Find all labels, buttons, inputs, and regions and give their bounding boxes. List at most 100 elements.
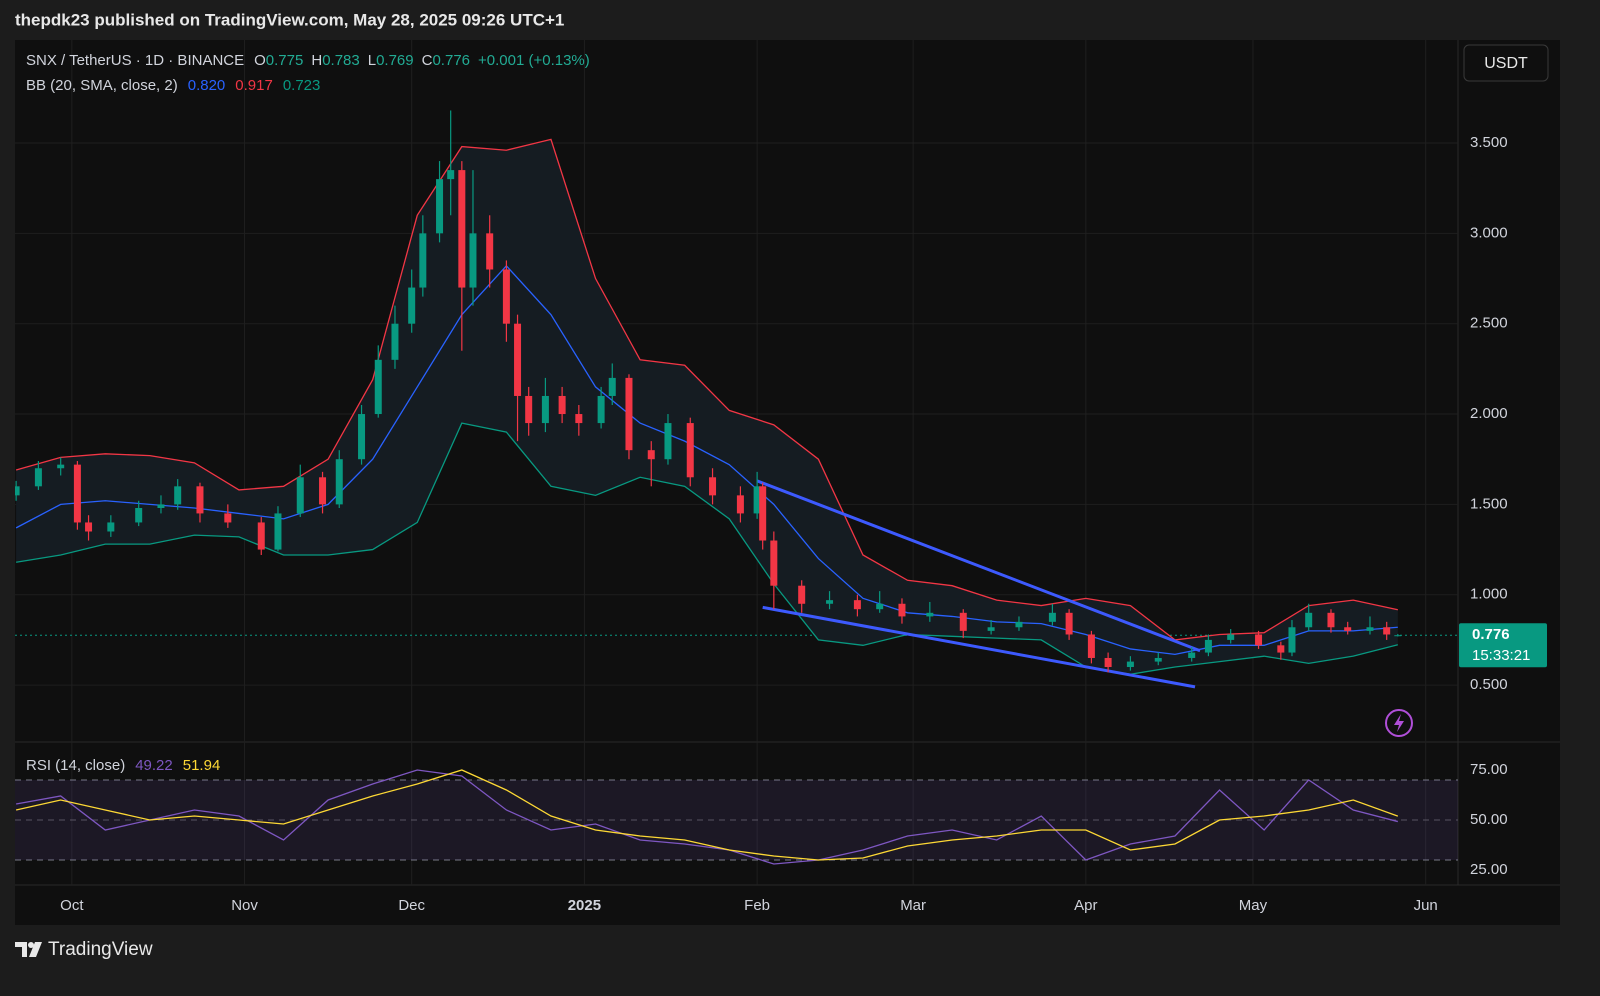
candle-body xyxy=(1126,661,1134,668)
bb-title: BB (20, SMA, close, 2) xyxy=(26,77,178,94)
bb-line xyxy=(15,264,1398,656)
candle-body xyxy=(257,522,265,550)
candle-body xyxy=(1366,627,1374,631)
icon-circle[interactable] xyxy=(1385,709,1413,737)
candle-body xyxy=(1394,635,1402,637)
y-tick-label: 2.500 xyxy=(1470,315,1508,332)
candle-body xyxy=(525,395,533,424)
candle-body xyxy=(987,627,995,631)
rsi-title: RSI (14, close) xyxy=(26,757,125,774)
y-tick-label: 1.500 xyxy=(1470,495,1508,512)
last-price-box xyxy=(1459,623,1547,668)
legend-value: 0.783 xyxy=(322,52,360,69)
candle-body xyxy=(1255,634,1263,646)
candle-body xyxy=(1327,612,1335,628)
legend-value: 0.769 xyxy=(376,52,414,69)
countdown: 15:33:21 xyxy=(1472,647,1530,664)
labels: Oct Nov Dec 2025 Feb Mar Apr May Jun 0.500 1.000 1.… xyxy=(60,134,1547,914)
publisher: thepdk23 published on TradingView.com, M… xyxy=(15,10,564,29)
last-price: 0.776 xyxy=(1472,626,1510,643)
candle-body xyxy=(558,395,566,415)
legend-letter: C xyxy=(422,52,433,69)
candle-body xyxy=(853,600,861,610)
rsi-lines xyxy=(15,769,1399,865)
lightning-icon[interactable] xyxy=(1385,709,1413,737)
y-tick-label: 2.000 xyxy=(1470,405,1508,422)
bb-line xyxy=(16,422,1398,675)
x-tick-label: Mar xyxy=(900,897,926,914)
candle-body xyxy=(408,287,416,324)
candle-body xyxy=(447,170,455,180)
candle-body xyxy=(1383,627,1391,635)
currency[interactable]: USDT xyxy=(1484,55,1528,72)
candle-body xyxy=(1227,634,1235,640)
candle-body xyxy=(374,359,382,415)
candle-body xyxy=(1204,639,1212,653)
x-tick-label: Apr xyxy=(1074,897,1097,914)
candle-body xyxy=(157,504,165,508)
currency-button[interactable] xyxy=(1463,44,1549,82)
candle-body xyxy=(926,612,934,617)
legend-letter: L xyxy=(368,52,376,69)
bb-line xyxy=(15,138,1398,641)
candle-body xyxy=(196,486,204,514)
rsi-tick-label: 75.00 xyxy=(1470,761,1508,778)
candle-body xyxy=(1344,627,1352,631)
candle-body xyxy=(898,603,906,617)
candle-body xyxy=(335,459,343,505)
bb-value: 0.917 xyxy=(235,77,273,94)
price-lines xyxy=(15,138,1398,689)
candles xyxy=(15,110,1402,673)
candle-body xyxy=(274,513,282,550)
y-tick-label: 1.000 xyxy=(1470,586,1508,603)
x-tick-label: Nov xyxy=(231,897,258,914)
candle-body xyxy=(625,377,633,451)
rsi-value: 51.94 xyxy=(183,757,221,774)
y-tick-label: 3.500 xyxy=(1470,134,1508,151)
candle-body xyxy=(736,495,744,514)
trendline xyxy=(756,479,1201,653)
bb-fill xyxy=(16,139,1398,675)
x-tick-label: Dec xyxy=(398,897,425,914)
candle-body xyxy=(502,269,510,324)
candle-body xyxy=(541,395,549,424)
y-tick-label: 0.500 xyxy=(1470,676,1508,693)
x-tick-label: May xyxy=(1239,897,1268,914)
rsi-line xyxy=(15,769,1398,865)
candle-body xyxy=(358,414,366,460)
candle-body xyxy=(959,612,967,631)
candle-body xyxy=(647,450,655,460)
logo-mark xyxy=(29,942,42,957)
candle-body xyxy=(34,468,42,487)
candle-body xyxy=(174,486,182,505)
candle-body xyxy=(107,522,115,532)
candle-body xyxy=(1104,657,1112,668)
candle-body xyxy=(1305,612,1313,628)
candle-body xyxy=(15,486,20,496)
candle-body xyxy=(296,477,304,514)
candle-body xyxy=(57,464,65,469)
candle-body xyxy=(224,513,232,523)
candle-body xyxy=(73,464,81,523)
candle-body xyxy=(1277,645,1285,653)
y-tick-label: 3.000 xyxy=(1470,224,1508,241)
candle-body xyxy=(575,414,583,424)
candle-body xyxy=(597,395,605,424)
candle-body xyxy=(826,600,834,604)
x-tick-label: Oct xyxy=(60,897,84,914)
candle-body xyxy=(436,179,444,234)
candle-body xyxy=(753,486,761,514)
candle-body xyxy=(664,423,672,460)
candle-body xyxy=(759,486,767,541)
ohlc-legend: SNX / TetherUS · 1D · BINANCE O0.775 H0.78… xyxy=(26,52,590,69)
legend-value: 0.775 xyxy=(266,52,304,69)
rsi-band xyxy=(15,780,1458,860)
legend-value: 0.776 xyxy=(432,52,470,69)
x-tick-label: Feb xyxy=(744,897,770,914)
candle-body xyxy=(135,508,143,523)
rsi-tick-label: 50.00 xyxy=(1470,811,1508,828)
icon-bolt[interactable] xyxy=(1394,714,1404,732)
legend-letter: H xyxy=(311,52,322,69)
